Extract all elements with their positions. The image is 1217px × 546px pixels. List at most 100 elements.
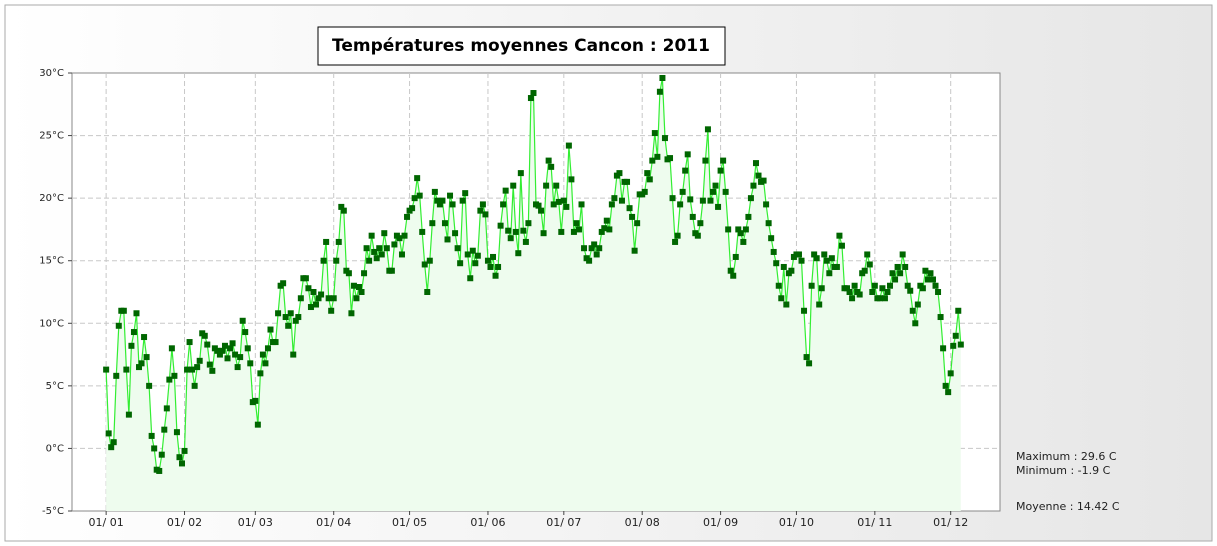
marker: [826, 270, 833, 277]
marker: [568, 176, 575, 183]
marker: [596, 245, 603, 252]
marker: [740, 238, 747, 245]
marker: [942, 382, 949, 389]
marker: [940, 345, 947, 352]
marker: [755, 172, 762, 179]
y-tick-label: 0°C: [46, 443, 64, 454]
marker: [181, 447, 188, 454]
marker: [694, 232, 701, 239]
marker: [806, 360, 813, 367]
marker: [490, 253, 497, 260]
marker: [588, 245, 595, 252]
marker: [257, 370, 264, 377]
marker: [216, 351, 223, 358]
marker: [838, 242, 845, 249]
annotation: Minimum : -1.9 C: [1016, 464, 1111, 477]
marker: [677, 201, 684, 208]
marker: [697, 220, 704, 227]
marker: [727, 267, 734, 274]
marker: [555, 198, 562, 205]
marker: [684, 151, 691, 158]
marker: [449, 201, 456, 208]
marker: [548, 163, 555, 170]
marker: [674, 232, 681, 239]
marker: [586, 257, 593, 264]
marker: [715, 203, 722, 210]
marker: [401, 232, 408, 239]
marker: [641, 188, 648, 195]
marker: [391, 241, 398, 248]
marker: [315, 295, 322, 302]
marker: [717, 167, 724, 174]
marker: [742, 226, 749, 233]
marker: [224, 355, 231, 362]
marker: [194, 364, 201, 371]
marker: [426, 257, 433, 264]
marker: [813, 255, 820, 262]
marker: [335, 238, 342, 245]
marker: [467, 275, 474, 282]
marker: [368, 232, 375, 239]
marker: [866, 261, 873, 268]
marker: [808, 282, 815, 289]
annotation: Moyenne : 14.42 C: [1016, 500, 1120, 513]
marker: [702, 157, 709, 164]
marker: [687, 196, 694, 203]
marker: [141, 334, 148, 341]
marker: [383, 245, 390, 252]
marker: [950, 342, 957, 349]
marker: [525, 220, 532, 227]
marker: [166, 376, 173, 383]
marker: [618, 197, 625, 204]
marker: [454, 245, 461, 252]
marker: [765, 220, 772, 227]
marker: [191, 382, 198, 389]
marker: [318, 291, 325, 298]
marker: [801, 307, 808, 314]
marker: [156, 467, 163, 474]
marker: [259, 351, 266, 358]
marker: [227, 345, 234, 352]
marker: [439, 197, 446, 204]
marker: [778, 295, 785, 302]
marker: [244, 345, 251, 352]
marker: [780, 263, 787, 270]
marker: [553, 182, 560, 189]
marker: [462, 190, 469, 197]
marker: [591, 241, 598, 248]
marker: [262, 360, 269, 367]
marker: [565, 142, 572, 149]
marker: [252, 397, 259, 404]
marker: [611, 195, 618, 202]
y-tick-label: 15°C: [39, 256, 64, 267]
marker: [505, 227, 512, 234]
marker: [436, 201, 443, 208]
marker: [103, 366, 110, 373]
marker: [373, 255, 380, 262]
marker: [381, 230, 388, 237]
marker: [424, 289, 431, 295]
marker: [237, 354, 244, 361]
marker: [295, 314, 302, 321]
marker: [507, 235, 514, 242]
marker: [833, 263, 840, 270]
marker: [146, 382, 153, 389]
marker: [123, 366, 130, 373]
marker: [699, 197, 706, 204]
marker: [667, 155, 674, 162]
marker: [497, 222, 504, 229]
marker: [646, 176, 653, 183]
marker: [323, 238, 330, 245]
marker: [654, 153, 661, 160]
marker: [280, 280, 287, 287]
marker: [955, 307, 962, 314]
marker: [328, 307, 335, 314]
marker: [957, 341, 964, 348]
marker: [897, 270, 904, 277]
marker: [275, 310, 282, 317]
marker: [113, 372, 120, 379]
marker: [520, 227, 527, 234]
marker: [894, 263, 901, 270]
y-tick-label: 5°C: [46, 381, 64, 392]
